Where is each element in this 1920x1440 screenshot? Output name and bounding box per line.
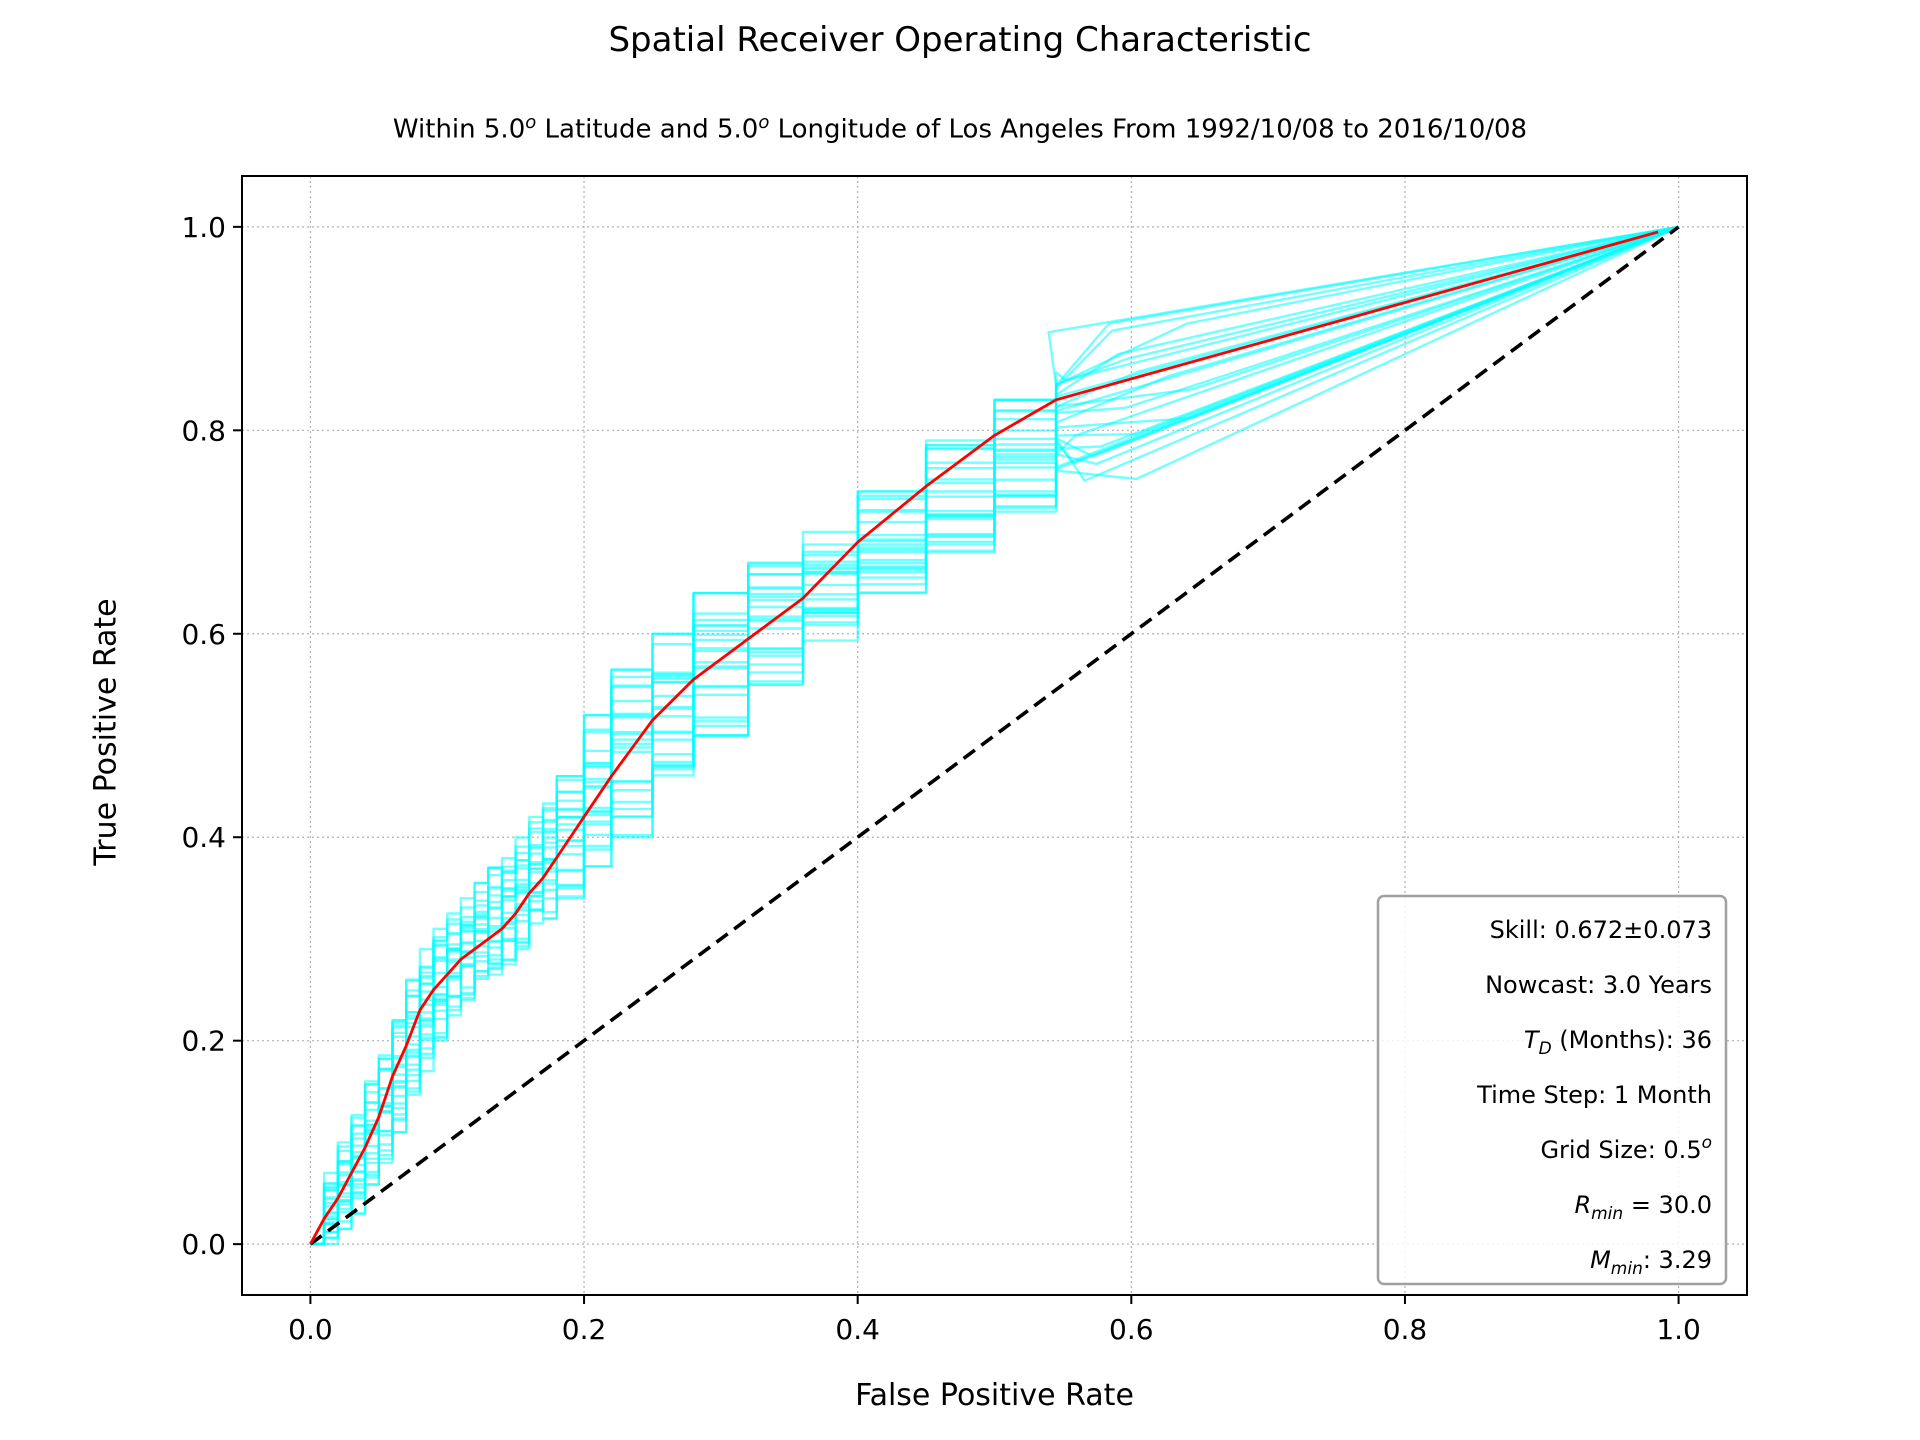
legend-entry: Mmin: 3.29: [1590, 1246, 1712, 1279]
legend-entry: Skill: 0.672±0.073: [1490, 916, 1712, 944]
x-tick-label: 0.4: [835, 1313, 880, 1346]
x-tick-label: 0.8: [1383, 1313, 1428, 1346]
y-tick-label: 0.2: [181, 1025, 226, 1058]
legend-entry: Nowcast: 3.0 Years: [1485, 971, 1712, 999]
y-axis-label: True Positive Rate: [88, 598, 124, 866]
chart-subtitle: Within 5.0o Latitude and 5.0o Longitude …: [0, 112, 1920, 145]
y-tick-label: 0.6: [181, 618, 226, 651]
legend-entry: TD (Months): 36: [1524, 1026, 1712, 1059]
legend-entry: Time Step: 1 Month: [1476, 1081, 1712, 1109]
y-tick-label: 0.0: [181, 1228, 226, 1261]
legend-entry: Rmin = 30.0: [1574, 1191, 1712, 1224]
axes-frame: [241, 175, 1748, 1296]
subtitle-part: Latitude and 5.0: [536, 114, 759, 145]
y-tick-label: 0.8: [181, 414, 226, 447]
subtitle-part: Longitude of Los Angeles From 1992/10/08…: [769, 114, 1528, 145]
x-axis-label: False Positive Rate: [855, 1378, 1134, 1413]
x-tick-label: 0.6: [1109, 1313, 1154, 1346]
x-tick-label: 1.0: [1656, 1313, 1701, 1346]
y-tick-label: 0.4: [181, 821, 226, 854]
mean-roc-curve: [309, 230, 1659, 1245]
chart-title: Spatial Receiver Operating Characteristi…: [608, 20, 1312, 60]
x-tick-label: 0.2: [562, 1313, 607, 1346]
legend-entry: Grid Size: 0.5o: [1540, 1133, 1712, 1164]
subtitle-part: Within 5.0: [392, 114, 526, 145]
legend-box: [1376, 894, 1728, 1286]
random-classifier-diagonal: [309, 225, 1680, 1246]
subtitle-superscript: o: [758, 112, 770, 133]
x-tick-label: 0.0: [288, 1313, 333, 1346]
y-tick-label: 1.0: [181, 211, 226, 244]
ensemble-roc-curve: [310, 225, 1679, 1246]
subtitle-superscript: o: [525, 112, 537, 133]
